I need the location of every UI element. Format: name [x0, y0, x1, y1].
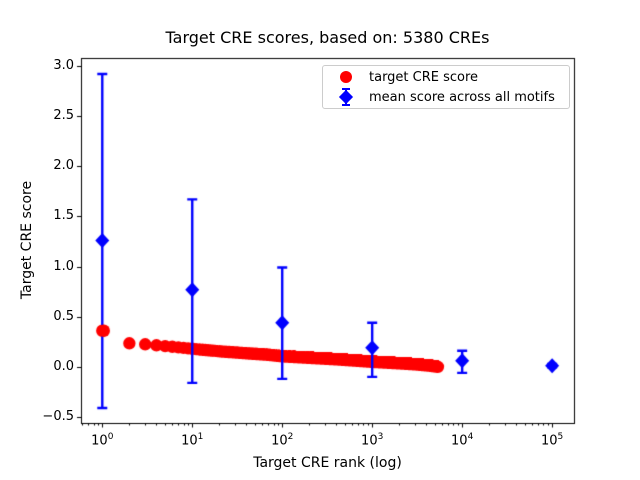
legend-entry-mean-score: mean score across all motifs — [323, 87, 569, 107]
y-tick-label: 2.5 — [53, 108, 74, 124]
y-tick-label: 3.0 — [53, 58, 74, 74]
red-circle-marker-icon — [323, 71, 369, 83]
legend-label: mean score across all motifs — [369, 89, 555, 105]
x-tick-label: 104 — [451, 432, 474, 449]
legend-label: target CRE score — [369, 69, 479, 85]
y-tick-label: −0.5 — [42, 408, 74, 424]
blue-diamond-errorbar-marker-icon — [323, 88, 369, 106]
legend: target CRE score mean score across all m… — [322, 65, 570, 109]
x-axis-label: Target CRE rank (log) — [253, 455, 402, 471]
y-axis-label: Target CRE score — [19, 180, 35, 300]
x-tick-label: 102 — [271, 432, 294, 449]
x-tick-label: 105 — [540, 432, 564, 449]
y-tick-label: 0.0 — [53, 358, 74, 374]
chart-title: Target CRE scores, based on: 5380 CREs — [165, 28, 490, 47]
y-tick-label: 2.0 — [53, 158, 74, 174]
x-tick-label: 101 — [181, 432, 204, 449]
x-tick-label: 103 — [361, 432, 384, 449]
y-tick-label: 1.0 — [53, 258, 74, 274]
legend-entry-target-cre-score: target CRE score — [323, 67, 569, 87]
x-tick-label: 100 — [91, 432, 114, 449]
y-tick-label: 1.5 — [53, 208, 74, 224]
y-tick-label: 0.5 — [53, 308, 74, 324]
